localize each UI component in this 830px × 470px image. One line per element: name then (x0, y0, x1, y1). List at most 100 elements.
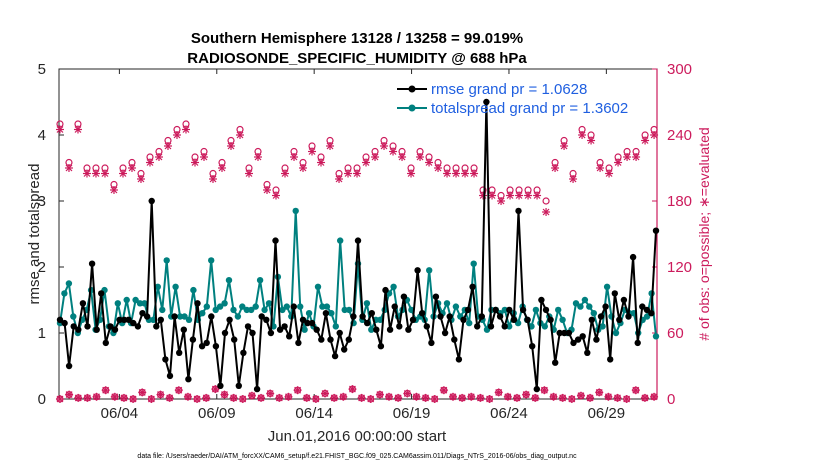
obs-evaluated-marker (245, 169, 254, 178)
obs-evaluated-marker-low (284, 392, 293, 401)
rmse-point (290, 303, 297, 310)
rmse-point (295, 339, 302, 347)
legend-spread-marker (408, 104, 416, 112)
obs-evaluated-marker (100, 169, 109, 178)
obs-evaluated-marker-low (403, 389, 412, 398)
totalspread-point (603, 283, 611, 290)
obs-evaluated-marker-low (650, 392, 659, 401)
x-tick-label: 06/19 (393, 405, 431, 422)
obs-evaluated-marker (127, 164, 136, 172)
rmse-point (281, 323, 288, 330)
rmse-point (414, 267, 421, 274)
totalspread-point (252, 303, 259, 310)
obs-evaluated-marker-low (366, 395, 375, 403)
obs-evaluated-marker (299, 164, 308, 172)
totalspread-point (261, 306, 268, 314)
obs-evaluated-marker (380, 142, 389, 150)
rmse-point (249, 329, 256, 337)
obs-evaluated-marker-low (595, 388, 604, 397)
obs-evaluated-marker-low (293, 386, 302, 395)
obs-evaluated-marker-low (531, 393, 540, 402)
obs-evaluated-marker (335, 175, 344, 183)
obs-evaluated-marker-low (220, 390, 229, 399)
obs-evaluated-marker (470, 169, 479, 178)
y-tick-label: 3 (38, 193, 46, 210)
rmse-point (561, 329, 568, 337)
rmse-point (625, 313, 632, 320)
obs-evaluated-marker (199, 153, 208, 161)
obs-evaluated-marker-low (640, 393, 649, 402)
x-tick-label: 06/04 (101, 405, 139, 422)
rmse-point (226, 316, 233, 323)
rmse-point (130, 319, 137, 327)
obs-evaluated-marker (209, 175, 218, 183)
obs-evaluated-marker (227, 142, 236, 150)
rmse-point (121, 316, 128, 323)
totalspread-point (314, 283, 322, 290)
totalspread-point (363, 300, 371, 307)
rmse-point (639, 303, 646, 310)
totalspread-point (452, 303, 460, 310)
rmse-point (460, 316, 467, 323)
obs-evaluated-marker (145, 158, 154, 167)
totalspread-point (466, 319, 473, 327)
rmse-point (134, 323, 142, 330)
totalspread-point (212, 306, 219, 314)
obs-evaluated-marker (524, 191, 533, 200)
totalspread-point (323, 303, 331, 310)
rmse-point (597, 313, 605, 320)
obs-evaluated-marker (542, 208, 551, 216)
rmse-point (336, 329, 343, 337)
totalspread-point (599, 323, 606, 330)
totalspread-point (61, 290, 68, 297)
rmse-point (565, 329, 573, 337)
rmse-point (377, 343, 385, 350)
rmse-point (350, 313, 357, 320)
obs-evaluated-marker (154, 153, 163, 161)
totalspread-point (506, 323, 513, 330)
legend-rmse-label: rmse grand pr = 1.0628 (431, 81, 587, 98)
rmse-point (203, 339, 210, 347)
obs-evaluated-marker-low (421, 393, 430, 402)
rmse-point (304, 319, 311, 327)
rmse-point (93, 326, 100, 333)
obs-evaluated-marker (614, 158, 623, 167)
obs-evaluated-marker (515, 191, 524, 200)
rmse-point (478, 313, 485, 320)
obs-evaluated-marker-low (65, 390, 74, 399)
obs-evaluated-marker-low (311, 395, 320, 403)
rmse-point (432, 293, 440, 300)
obs-evaluated-marker (425, 158, 434, 167)
obs-evaluated-marker (650, 131, 659, 139)
y-tick-label: 5 (38, 61, 46, 78)
x-tick-label: 06/29 (588, 405, 626, 422)
obs-evaluated-marker-low (467, 392, 476, 401)
totalspread-point (581, 296, 589, 304)
obs-evaluated-marker (533, 191, 542, 200)
obs-evaluated-marker-low (55, 395, 64, 403)
rmse-point (386, 326, 394, 333)
obs-evaluated-marker-low (485, 395, 494, 403)
obs-evaluated-marker (109, 186, 118, 194)
obs-possible-marker (542, 197, 550, 205)
rmse-point (588, 316, 595, 323)
obs-evaluated-marker-low (385, 392, 394, 401)
rmse-point (286, 333, 293, 340)
totalspread-point (70, 313, 77, 320)
obs-evaluated-marker-low (613, 393, 622, 402)
rmse-point (464, 306, 472, 314)
totalspread-point (243, 306, 250, 314)
totalspread-point (216, 303, 224, 310)
totalspread-point (199, 310, 206, 317)
rmse-point (143, 313, 151, 320)
rmse-point (634, 339, 641, 347)
obs-evaluated-marker-low (266, 389, 275, 398)
obs-evaluated-marker (254, 153, 263, 161)
totalspread-point (221, 300, 228, 307)
rmse-point (84, 323, 91, 330)
obs-evaluated-marker (551, 164, 560, 172)
rmse-point (368, 310, 375, 317)
rmse-point (331, 352, 339, 360)
rmse-point (584, 349, 591, 356)
rmse-point (483, 98, 490, 106)
